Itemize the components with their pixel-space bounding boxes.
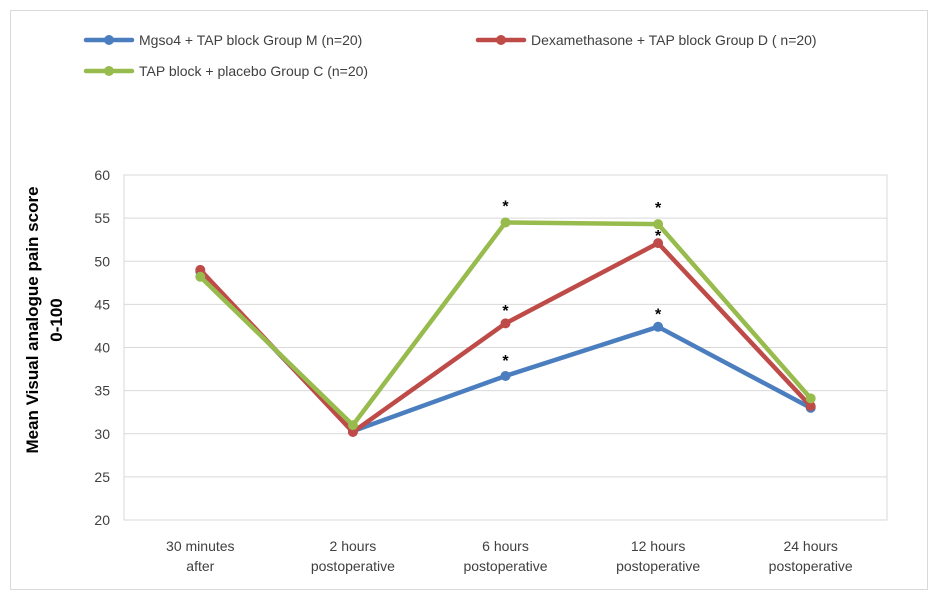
data-point bbox=[500, 370, 511, 381]
y-tick-label: 50 bbox=[94, 253, 110, 269]
series-group bbox=[195, 217, 816, 438]
significance-marker: * bbox=[502, 353, 509, 370]
y-tick-label: 55 bbox=[94, 210, 110, 226]
x-tick-label: postoperative bbox=[769, 558, 853, 574]
legend-swatch-marker bbox=[104, 66, 114, 76]
y-tick-label: 35 bbox=[94, 383, 110, 399]
annotations: * * * * * * bbox=[502, 198, 662, 369]
data-point bbox=[347, 420, 358, 431]
data-point bbox=[500, 318, 511, 329]
series-1 bbox=[195, 266, 816, 437]
x-tick-label: 12 hours bbox=[631, 538, 685, 554]
legend: Mgso4 + TAP block Group M (n=20) Dexameth… bbox=[83, 32, 817, 79]
y-tick-label: 25 bbox=[94, 469, 110, 485]
x-tick-label: postoperative bbox=[463, 558, 547, 574]
x-tick-label: 24 hours bbox=[783, 538, 837, 554]
data-point bbox=[195, 271, 206, 282]
legend-swatch-marker bbox=[496, 35, 506, 45]
legend-entry: TAP block + placebo Group C (n=20) bbox=[83, 63, 368, 79]
legend-label: TAP block + placebo Group C (n=20) bbox=[139, 63, 368, 79]
data-point bbox=[653, 321, 664, 332]
legend-entry: Dexamethasone + TAP block Group D ( n=20… bbox=[475, 32, 817, 48]
y-tick-label: 60 bbox=[94, 167, 110, 183]
y-axis-ticks: 20 25 30 35 40 45 50 55 60 bbox=[94, 167, 110, 528]
series-3 bbox=[195, 217, 816, 431]
data-point bbox=[195, 264, 206, 275]
data-point bbox=[805, 401, 816, 412]
y-axis-label: Mean Visual analogue pain score 0-100 bbox=[23, 186, 66, 453]
significance-marker: * bbox=[655, 306, 662, 323]
significance-marker: * bbox=[655, 200, 662, 217]
y-tick-label: 20 bbox=[94, 512, 110, 528]
legend-entry: Mgso4 + TAP block Group M (n=20) bbox=[83, 32, 362, 48]
y-axis-label-line: Mean Visual analogue pain score bbox=[23, 186, 42, 453]
x-tick-label: postoperative bbox=[311, 558, 395, 574]
legend-label: Mgso4 + TAP block Group M (n=20) bbox=[139, 32, 362, 48]
series-2 bbox=[195, 238, 816, 438]
x-tick-label: 30 minutes bbox=[166, 538, 234, 554]
data-point bbox=[653, 238, 664, 249]
series-line bbox=[198, 240, 813, 435]
y-axis-label-line: 0-100 bbox=[47, 298, 66, 341]
y-tick-label: 30 bbox=[94, 426, 110, 442]
x-tick-label: 2 hours bbox=[330, 538, 377, 554]
plot-area bbox=[123, 174, 888, 521]
x-tick-label: after bbox=[186, 558, 214, 574]
data-point bbox=[347, 427, 358, 438]
y-tick-label: 45 bbox=[94, 296, 110, 312]
chart-frame bbox=[10, 10, 928, 590]
legend-swatch-marker bbox=[104, 35, 114, 45]
x-tick-label: postoperative bbox=[616, 558, 700, 574]
x-tick-label: 6 hours bbox=[482, 538, 529, 554]
x-axis-ticks: 30 minutes after 2 hours postoperative 6 hou… bbox=[166, 538, 853, 574]
plot-border bbox=[123, 174, 888, 521]
significance-marker: * bbox=[655, 228, 662, 245]
data-point bbox=[805, 393, 816, 404]
significance-marker: * bbox=[502, 198, 509, 215]
data-point bbox=[653, 219, 664, 230]
legend-label: Dexamethasone + TAP block Group D ( n=20… bbox=[531, 32, 817, 48]
significance-marker: * bbox=[502, 303, 509, 320]
y-tick-label: 40 bbox=[94, 340, 110, 356]
data-point bbox=[500, 217, 511, 228]
grid-lines bbox=[124, 174, 887, 521]
